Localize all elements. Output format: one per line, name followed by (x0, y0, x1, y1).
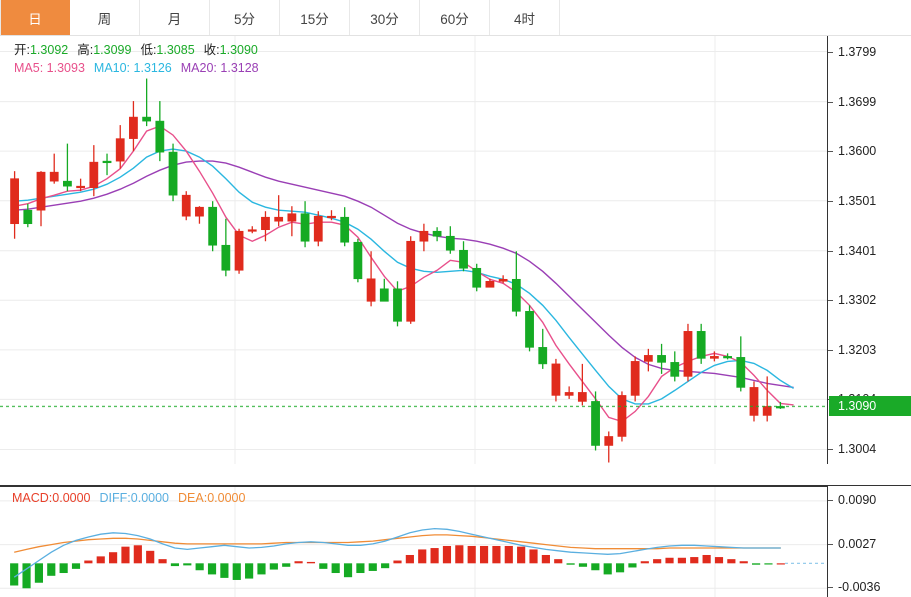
price-axis-tick (828, 101, 833, 103)
macd-axis-label: -0.0036 (838, 580, 881, 595)
price-chart-pane[interactable]: 开:1.3092 高:1.3099 低:1.3085 收:1.3090 MA5: 1.… (0, 36, 828, 464)
tab-month[interactable]: 月 (140, 0, 210, 35)
period-tab-bar: 日 周 月 5分 15分 30分 60分 4时 (0, 0, 911, 36)
tab-5min[interactable]: 5分 (210, 0, 280, 35)
tab-day-label: 日 (28, 11, 42, 27)
price-axis-tick (828, 151, 833, 153)
price-axis-tick (828, 250, 833, 252)
tab-day[interactable]: 日 (0, 0, 70, 35)
tab-month-label: 月 (167, 11, 182, 27)
chart-frame: 开:1.3092 高:1.3099 低:1.3085 收:1.3090 MA5: 1.… (0, 36, 911, 597)
macd-axis-tick (828, 499, 833, 501)
price-axis-label: 1.3799 (838, 44, 877, 59)
price-axis-tick (828, 349, 833, 351)
tab-week[interactable]: 周 (70, 0, 140, 35)
price-axis-label: 1.3401 (838, 243, 877, 258)
price-axis-label: 1.3203 (838, 342, 877, 357)
price-axis-tick (828, 300, 833, 302)
price-axis-tick (828, 51, 833, 53)
candlestick-canvas (0, 36, 827, 464)
macd-axis-label: 0.0027 (838, 536, 877, 551)
price-axis-label: 1.3600 (838, 144, 877, 159)
price-axis-tick (828, 200, 833, 202)
tab-15min-label: 15分 (300, 11, 329, 27)
macd-axis-tick (828, 587, 833, 589)
price-axis-label: 1.3004 (838, 442, 877, 457)
tab-30min[interactable]: 30分 (350, 0, 420, 35)
tab-4hour[interactable]: 4时 (490, 0, 560, 35)
price-axis-tick (828, 449, 833, 451)
tab-60min[interactable]: 60分 (420, 0, 490, 35)
macd-canvas (0, 487, 827, 597)
tab-week-label: 周 (97, 11, 112, 27)
price-axis: 1.3799 1.3699 1.3600 1.3501 1.3401 1.3302 1.32… (828, 36, 911, 464)
macd-axis-tick (828, 543, 833, 545)
pane-divider (0, 485, 911, 486)
tab-30min-label: 30分 (370, 11, 399, 27)
price-axis-label: 1.3501 (838, 193, 877, 208)
tab-4hour-label: 4时 (513, 11, 535, 27)
tab-bar-spacer (560, 0, 911, 35)
price-axis-label: 1.3302 (838, 293, 877, 308)
macd-axis: 0.0090 0.0027 -0.0036 (828, 486, 911, 597)
macd-axis-label: 0.0090 (838, 492, 877, 507)
tab-15min[interactable]: 15分 (280, 0, 350, 35)
tab-5min-label: 5分 (233, 11, 255, 27)
tab-60min-label: 60分 (440, 11, 469, 27)
price-axis-label: 1.3699 (838, 94, 877, 109)
last-price-badge: 1.3090 (829, 396, 911, 417)
macd-chart-pane[interactable]: MACD:0.0000 DIFF:0.0000 DEA:0.0000 (0, 486, 828, 597)
